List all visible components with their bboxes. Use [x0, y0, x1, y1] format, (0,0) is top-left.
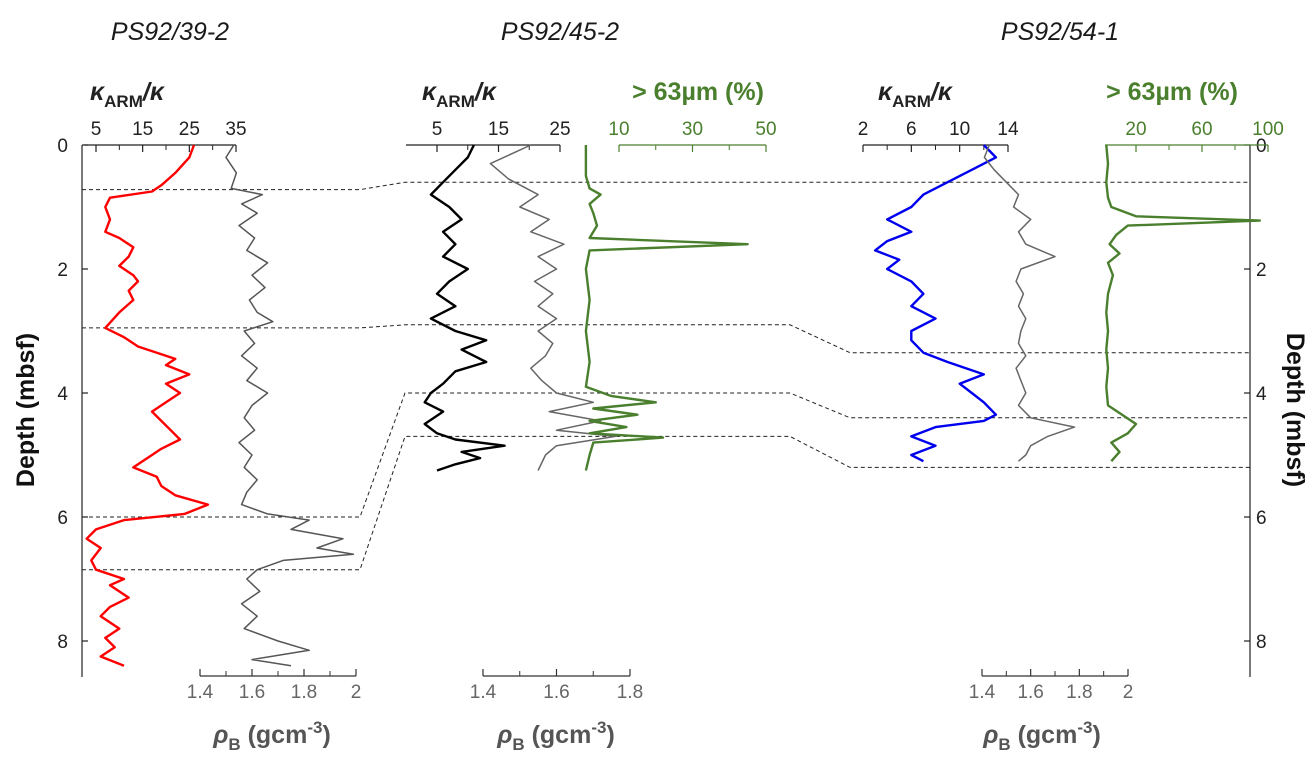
left-depth-tick-label-2: 4: [57, 384, 68, 405]
density-tick-label-0-1: 1.6: [239, 682, 265, 703]
series-line-0-ratio: [85, 144, 210, 667]
left-depth-axis-label: Depth (mbsf): [12, 333, 40, 487]
series-line-0-density: [225, 144, 355, 667]
sand-axis-label-1: > 63µm (%): [632, 78, 764, 106]
core-title-1: PS92/45-2: [501, 18, 619, 46]
density-tick-label-0-0: 1.4: [187, 682, 214, 703]
ratio-axis-label-2: κARM/κ: [878, 78, 954, 111]
density-tick-label-0-2: 1.8: [291, 682, 317, 703]
series-line-2-sand: [1105, 144, 1262, 462]
right-depth-tick-label-0: 0: [1256, 136, 1267, 157]
ratio-tick-label-2-2: 10: [949, 119, 970, 140]
core-title-2: PS92/54-1: [1001, 18, 1119, 46]
correlation-line-3: [82, 435, 1250, 571]
correlation-line-2: [82, 392, 1250, 518]
ratio-tick-label-2-1: 6: [906, 119, 917, 140]
density-tick-label-2-3: 2: [1123, 682, 1134, 703]
density-tick-label-2-0: 1.4: [969, 682, 996, 703]
density-tick-label-1-2: 1.8: [617, 682, 643, 703]
density-tick-label-2-1: 1.6: [1017, 682, 1043, 703]
sand-tick-label-1-2: 50: [755, 119, 776, 140]
series-line-1-density: [489, 144, 617, 471]
series-line-2-density: [983, 144, 1076, 462]
ratio-tick-label-2-3: 14: [997, 119, 1019, 140]
ratio-tick-label-2-0: 2: [858, 119, 869, 140]
density-tick-label-0-3: 2: [351, 682, 362, 703]
sand-axis-label-2: > 63µm (%): [1106, 78, 1238, 106]
ratio-axis-label-1: κARM/κ: [422, 78, 498, 111]
density-axis-label-1: ρB (gcm-3): [496, 718, 615, 754]
ratio-tick-label-0-3: 35: [225, 119, 246, 140]
density-axis-label-0: ρB (gcm-3): [212, 718, 331, 754]
density-tick-label-2-2: 1.8: [1066, 682, 1092, 703]
correlation-line-0: [82, 181, 1250, 191]
density-tick-label-1-1: 1.6: [543, 682, 569, 703]
ratio-tick-label-0-0: 5: [91, 119, 102, 140]
right-depth-tick-label-2: 4: [1256, 384, 1267, 405]
right-depth-axis-label: Depth (mbsf): [1281, 333, 1309, 487]
left-depth-tick-label-0: 0: [57, 136, 68, 157]
right-depth-tick-label-4: 8: [1256, 632, 1267, 653]
left-depth-tick-label-3: 6: [57, 508, 68, 529]
series-line-1-ratio: [423, 144, 506, 472]
sand-tick-label-2-0: 20: [1125, 119, 1146, 140]
ratio-tick-label-1-2: 25: [549, 119, 570, 140]
ratio-tick-label-0-2: 25: [179, 119, 200, 140]
sand-tick-label-1-0: 10: [608, 119, 629, 140]
series-line-1-sand: [584, 145, 749, 471]
right-depth-tick-label-1: 2: [1256, 260, 1267, 281]
ratio-tick-label-1-0: 5: [432, 119, 443, 140]
ratio-tick-label-0-1: 15: [132, 119, 153, 140]
left-depth-tick-label-1: 2: [57, 260, 68, 281]
density-axis-label-2: ρB (gcm-3): [982, 718, 1101, 754]
ratio-axis-label-0: κARM/κ: [90, 78, 166, 111]
sand-tick-label-1-1: 30: [682, 119, 703, 140]
series-line-2-ratio: [873, 144, 998, 463]
sand-tick-label-2-1: 60: [1191, 119, 1212, 140]
left-depth-tick-label-4: 8: [57, 632, 68, 653]
ratio-tick-label-1-1: 15: [488, 119, 509, 140]
core-title-0: PS92/39-2: [111, 18, 229, 46]
correlation-line-1: [82, 324, 1250, 354]
density-tick-label-1-0: 1.4: [470, 682, 497, 703]
sand-tick-label-2-2: 100: [1252, 119, 1284, 140]
right-depth-tick-label-3: 6: [1256, 508, 1267, 529]
